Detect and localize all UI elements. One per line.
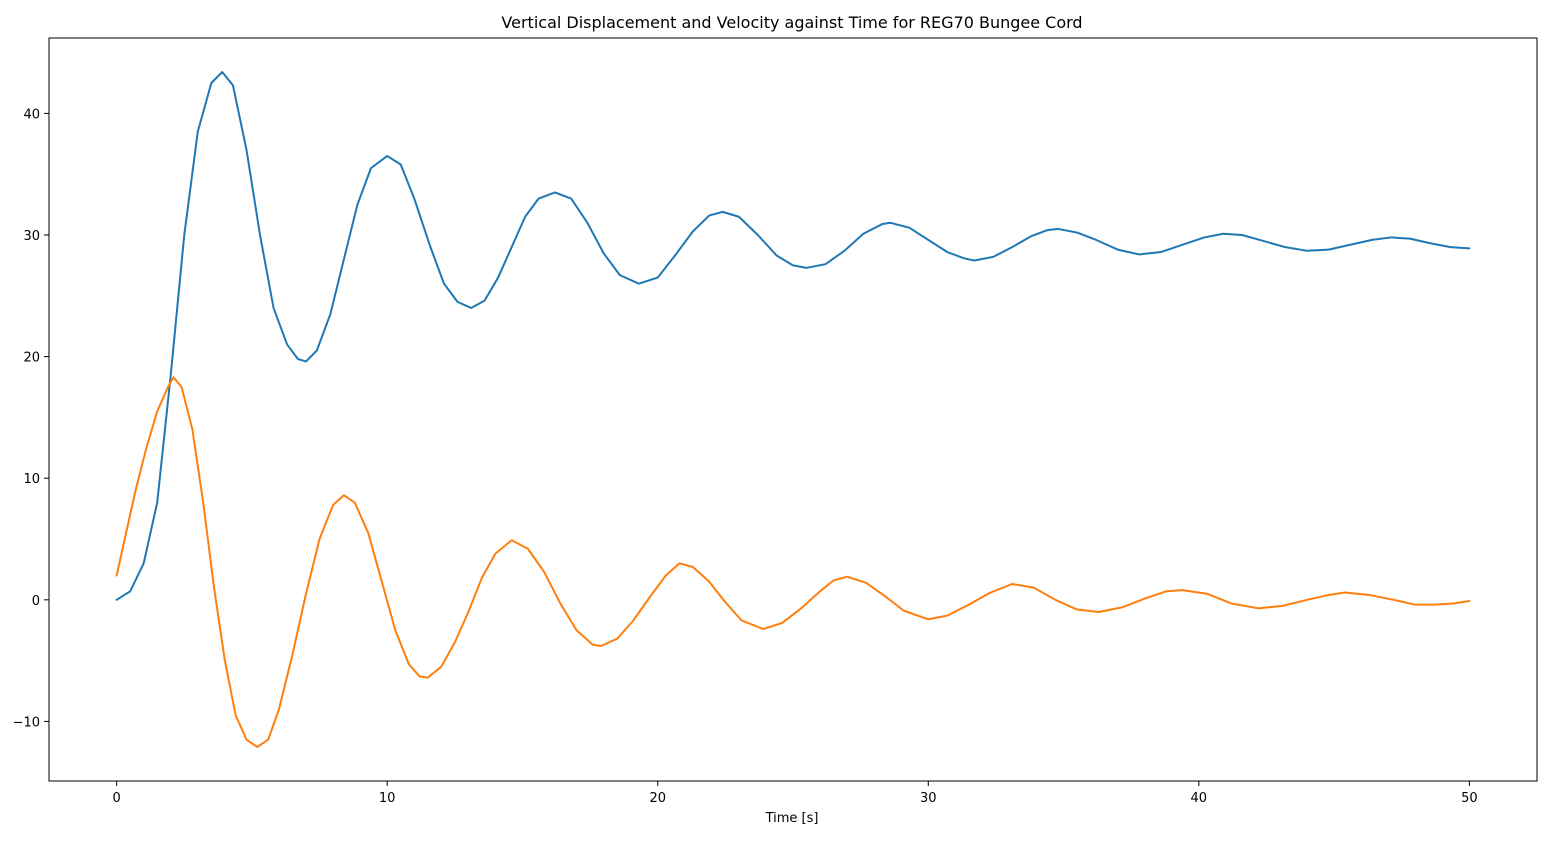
y-tick-label: 30 <box>23 229 40 244</box>
chart-title: Vertical Displacement and Velocity again… <box>501 13 1082 32</box>
x-tick-label: 30 <box>920 791 937 806</box>
x-tick-label: 20 <box>649 791 666 806</box>
series-line-2 <box>115 376 1471 748</box>
x-tick-label: 0 <box>112 791 120 806</box>
plot-frame <box>48 37 1538 782</box>
plot-series <box>115 71 1471 748</box>
y-tick-label: 20 <box>23 351 40 366</box>
y-axis: −10 0 10 20 30 40 <box>13 107 49 730</box>
x-tick-label: 50 <box>1461 791 1478 806</box>
x-tick-label: 10 <box>379 791 396 806</box>
series-line-1 <box>115 71 1471 601</box>
y-tick-label: 10 <box>23 472 40 487</box>
x-axis: 0 10 20 30 40 50 <box>112 781 1478 806</box>
y-tick-label: −10 <box>13 715 40 730</box>
y-tick-label: 40 <box>23 107 40 122</box>
x-axis-label: Time [s] <box>765 811 819 826</box>
x-tick-label: 40 <box>1191 791 1208 806</box>
y-tick-label: 0 <box>32 594 40 609</box>
